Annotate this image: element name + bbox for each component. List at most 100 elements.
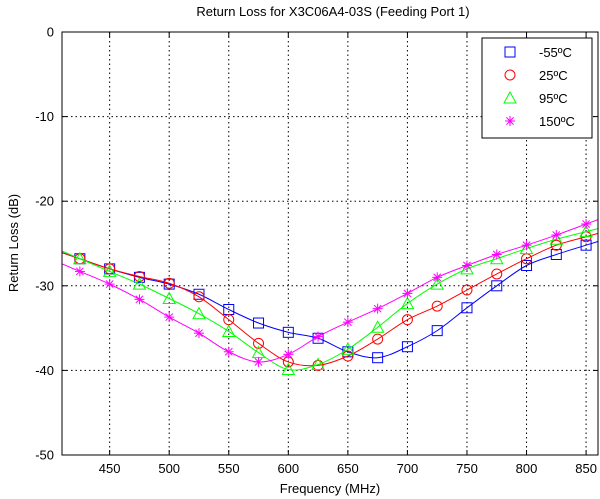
data-point [521,240,532,251]
data-point [163,277,175,289]
data-point [281,362,296,376]
x-tick-label: 450 [99,461,121,476]
y-tick-label: 0 [47,25,54,40]
data-point [461,260,472,271]
data-point [104,279,115,290]
star-stroke [75,267,84,276]
data-point [341,342,355,355]
legend-marker [504,69,516,81]
x-tick-label: 550 [218,461,240,476]
data-point [193,328,204,339]
star-stroke [343,318,352,327]
data-point [253,337,265,349]
star-stroke [254,357,263,366]
data-point [461,284,473,296]
data-point [102,264,117,277]
star-stroke [224,347,233,356]
data-point [400,296,415,310]
series-line [62,240,598,359]
data-point [372,352,384,364]
star-stroke [552,231,561,239]
data-point [491,249,502,260]
data-point [430,277,445,290]
data-point [162,291,177,304]
data-point [491,280,503,292]
data-point [372,303,383,314]
x-tick-label: 850 [575,461,597,476]
star-stroke [135,295,144,304]
star-stroke [105,280,114,289]
data-point [489,251,504,265]
data-point [549,232,564,245]
data-point [193,291,205,303]
star-stroke [165,313,174,322]
data-point [312,359,324,371]
data-point [461,302,473,314]
star-stroke [522,241,531,250]
data-point [550,248,562,260]
series-triangle [62,224,598,376]
star-stroke [433,273,442,282]
data-point [521,259,533,271]
data-point [192,306,206,320]
legend-marker [505,116,515,126]
data-point [282,326,294,338]
data-point [579,224,593,238]
series-star [62,219,598,367]
series-line [62,228,598,371]
data-point [550,239,562,251]
plot-area-frame [61,31,599,456]
legend-label: 150ºC [539,114,575,129]
y-tick-label: -20 [35,194,54,209]
star-stroke [284,350,293,359]
legend-label: -55ºC [539,45,572,60]
data-point [221,324,236,337]
data-point [580,239,592,251]
data-point [581,219,592,230]
y-tick-label: -40 [35,363,54,378]
y-tick-label: -50 [35,448,54,463]
data-point [133,270,145,282]
legend-marker [503,90,517,104]
data-point [402,288,413,299]
star-stroke [506,117,514,125]
x-tick-label: 750 [456,461,478,476]
legend-label: 95ºC [539,91,568,106]
data-point [432,272,443,283]
y-axis-title: Return Loss (dB) [6,194,21,292]
data-point [401,341,413,353]
series-line [62,219,598,363]
star-stroke [403,289,412,298]
x-tick-label: 800 [516,461,538,476]
y-tick-label: -10 [35,109,54,124]
legend-marker [504,46,516,58]
data-point [74,266,85,277]
legend-label: 25ºC [539,68,568,83]
legend-box [481,37,593,139]
data-point [342,317,353,328]
y-tick-label: -30 [35,278,54,293]
series-circle [62,231,598,371]
data-point [551,230,562,241]
data-point [313,331,324,342]
star-stroke [463,261,471,270]
star-stroke [314,332,323,341]
data-point [134,294,145,305]
data-point [431,300,443,312]
data-point [311,357,325,370]
x-axis-title: Frequency (MHz) [280,481,380,496]
data-point [253,317,265,329]
x-tick-label: 650 [337,461,359,476]
data-point [132,277,147,290]
data-point [164,312,175,323]
series-line [62,232,598,367]
star-stroke [582,220,591,228]
x-tick-label: 600 [277,461,299,476]
data-point [401,314,413,326]
data-point [73,251,87,265]
data-point [283,349,294,360]
data-point [491,268,503,280]
data-point [372,333,384,345]
